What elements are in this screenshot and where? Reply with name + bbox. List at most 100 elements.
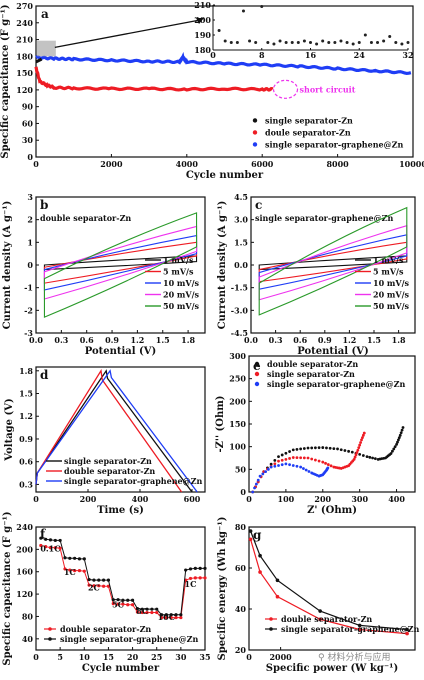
nyquist-point bbox=[310, 457, 314, 461]
rate-label: 0.1C bbox=[40, 544, 60, 554]
legend-marker bbox=[269, 627, 273, 631]
y-tick-label: 40 bbox=[22, 634, 34, 644]
y-tick-label: 300 bbox=[229, 351, 246, 361]
inset-point bbox=[376, 41, 380, 44]
x-tick-label: 10 bbox=[79, 652, 91, 662]
legend-label: 10 mV/s bbox=[373, 278, 410, 288]
inset-x-tick-label: 8 bbox=[259, 50, 265, 60]
x-tick-label: 1.5 bbox=[367, 335, 381, 345]
inset-point bbox=[357, 41, 361, 44]
rate-point bbox=[106, 578, 111, 582]
x-tick-label: 0.0 bbox=[244, 335, 258, 345]
nyquist-point bbox=[299, 456, 303, 460]
legend-label: 20 mV/s bbox=[373, 290, 410, 300]
inset-point bbox=[266, 41, 270, 44]
nyquist-point bbox=[397, 436, 401, 439]
rate-point bbox=[53, 538, 57, 543]
panel-letter: c bbox=[255, 198, 262, 212]
inset-point bbox=[309, 41, 312, 44]
rate-point bbox=[121, 602, 125, 606]
rate-point bbox=[169, 615, 173, 620]
inset-point bbox=[333, 41, 337, 44]
x-tick-label: 1.8 bbox=[181, 335, 195, 345]
y-tick-label: 0.0 bbox=[234, 260, 248, 270]
x-tick-label: 0.6 bbox=[80, 335, 94, 345]
nyquist-point bbox=[306, 456, 310, 460]
rate-point bbox=[73, 569, 77, 573]
nyquist-point bbox=[350, 450, 354, 454]
nyquist-point bbox=[395, 443, 398, 446]
x-tick-label: 0.3 bbox=[54, 335, 68, 345]
series-graphene-zn bbox=[35, 51, 412, 76]
y-tick-label: -3.0 bbox=[231, 305, 249, 315]
inset-y-tick-label: 200 bbox=[194, 15, 211, 25]
nyquist-point bbox=[273, 464, 277, 468]
rate-point bbox=[203, 576, 207, 580]
y-axis-title: Voltage (V) bbox=[4, 398, 15, 461]
inset-point bbox=[229, 41, 233, 44]
nyquist-point bbox=[324, 461, 327, 465]
nyquist-point bbox=[280, 463, 284, 467]
inset-point bbox=[290, 41, 294, 44]
panel-letter: g bbox=[253, 528, 262, 542]
y-tick-label: 0.9 bbox=[19, 434, 33, 444]
y-tick-label: 250 bbox=[229, 374, 246, 384]
rate-point bbox=[106, 584, 111, 588]
rate-point bbox=[130, 598, 135, 602]
rate-point bbox=[87, 583, 91, 587]
legend-label: 5 mV/s bbox=[163, 267, 194, 277]
legend-label: single separator-graphene@Zn bbox=[60, 634, 198, 644]
x-tick-label: 0 bbox=[33, 652, 39, 662]
ragone-point bbox=[258, 553, 262, 558]
y-tick-label: -2 bbox=[24, 305, 33, 315]
ragone-point bbox=[318, 609, 322, 613]
ragone-point bbox=[248, 537, 253, 542]
inset-point bbox=[351, 42, 355, 46]
x-tick-label: 100 bbox=[278, 494, 295, 504]
rate-label: 1C bbox=[64, 567, 76, 577]
rate-point bbox=[44, 537, 48, 541]
y-tick-label: 240 bbox=[16, 18, 33, 28]
rate-point bbox=[87, 577, 91, 582]
legend-label: single separator-Zn bbox=[265, 115, 353, 125]
rate-point bbox=[39, 536, 43, 540]
inset-x-tick-label: 0 bbox=[210, 50, 216, 60]
ragone-line-1 bbox=[250, 530, 408, 631]
nyquist-point bbox=[353, 455, 357, 459]
rate-point bbox=[203, 566, 207, 570]
rate-point bbox=[159, 613, 164, 617]
nyquist-point bbox=[254, 482, 258, 486]
nyquist-point bbox=[336, 447, 339, 451]
rate-label: 1C bbox=[185, 579, 197, 589]
rate-point bbox=[150, 607, 154, 611]
rate-point bbox=[111, 601, 115, 606]
rate-point bbox=[188, 576, 193, 581]
rate-point bbox=[155, 607, 159, 611]
y-tick-label: 120 bbox=[16, 589, 33, 599]
inset-point bbox=[248, 39, 252, 43]
legend-marker bbox=[48, 637, 52, 641]
ragone-point bbox=[357, 623, 362, 628]
nyquist-point bbox=[361, 433, 365, 437]
y-tick-label: 150 bbox=[229, 419, 246, 429]
x-tick-label: 0.6 bbox=[293, 335, 307, 345]
nyquist-point bbox=[277, 455, 280, 459]
panel-letter: d bbox=[40, 368, 49, 382]
inset-point bbox=[369, 41, 373, 44]
rate-point bbox=[111, 598, 115, 602]
ragone-point bbox=[405, 631, 409, 636]
rate-point bbox=[82, 557, 86, 561]
inset-point bbox=[315, 42, 319, 46]
legend-label: single separator-graphene@Zn bbox=[265, 139, 403, 149]
rate-label: 10C bbox=[158, 612, 176, 622]
y-axis-title: Specific energy (Wh kg⁻¹) bbox=[217, 517, 228, 661]
rate-label: 2C bbox=[88, 583, 100, 593]
nyquist-point bbox=[397, 438, 400, 442]
y-tick-label: -3 bbox=[24, 328, 33, 338]
inset-point bbox=[284, 41, 288, 44]
legend-label: 1 mV/s bbox=[163, 255, 194, 265]
nyquist-point bbox=[310, 446, 314, 450]
rate-point bbox=[63, 567, 67, 571]
cv-loop-5-mV-s bbox=[43, 241, 198, 284]
rate-point bbox=[116, 602, 120, 606]
